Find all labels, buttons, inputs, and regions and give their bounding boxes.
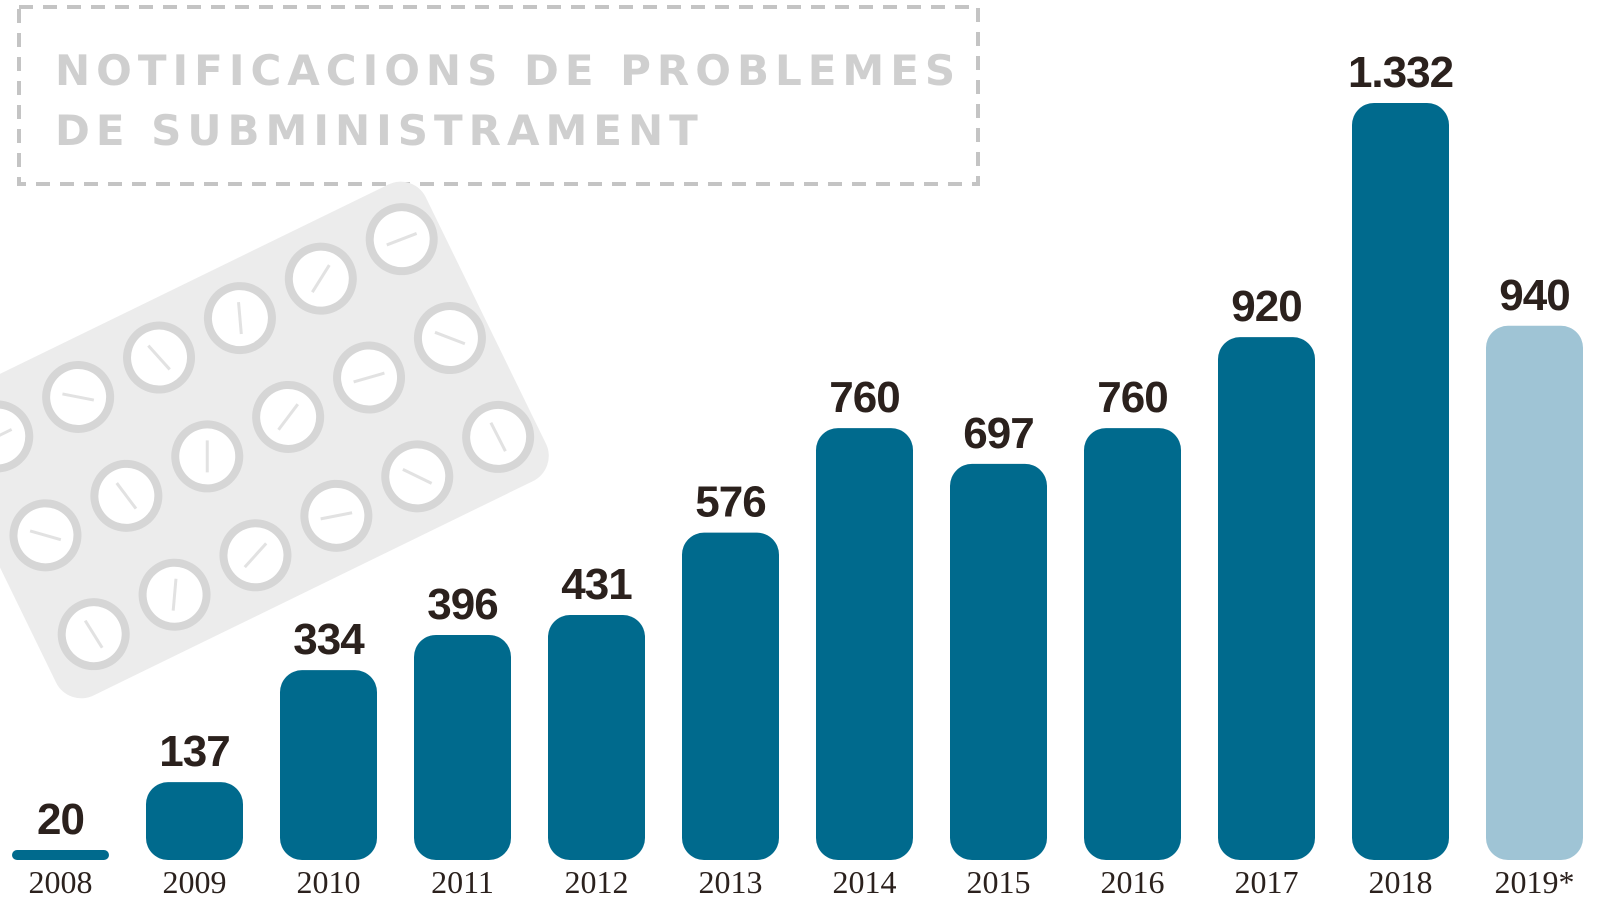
value-label-2018: 1.332: [1348, 48, 1453, 97]
category-label-2008: 2008: [29, 864, 93, 900]
pill-blister-illustration: [0, 181, 549, 699]
bars-layer: [12, 103, 1583, 861]
value-label-2012: 431: [561, 560, 632, 609]
category-label-2015: 2015: [967, 864, 1031, 900]
bar-2018: [1352, 103, 1449, 860]
pill-icon: [381, 440, 454, 513]
value-label-2011: 396: [427, 580, 497, 629]
pill-icon: [90, 459, 163, 532]
category-label-2018: 2018: [1369, 864, 1433, 900]
pill-icon: [284, 242, 357, 315]
value-labels-layer: 20 137 334 396 431 576 760 697 760 920 1.332 940: [37, 48, 1571, 844]
bar-2013: [682, 532, 779, 860]
category-label-2016: 2016: [1101, 864, 1165, 900]
bar-2015: [950, 463, 1047, 860]
title-box-border: [17, 5, 980, 186]
pill-icon: [0, 400, 34, 473]
pill-icon: [203, 282, 276, 355]
category-label-2014: 2014: [833, 864, 897, 900]
pill-icon: [9, 499, 82, 572]
bar-2009: [146, 782, 243, 860]
title-box: NOTIFICACIONS DE PROBLEMES DE SUBMINISTR…: [17, 5, 980, 186]
value-label-2015: 697: [963, 409, 1033, 458]
pill-icon: [42, 360, 115, 433]
pill-icon: [252, 380, 325, 453]
pill-icon: [365, 203, 438, 276]
bar-2019: [1486, 325, 1583, 861]
pill-icon: [171, 420, 244, 493]
chart-title-line-2: DE SUBMINISTRAMENT: [55, 106, 704, 155]
category-label-2019: 2019*: [1495, 864, 1575, 900]
value-label-2010: 334: [293, 615, 365, 664]
value-label-2019: 940: [1499, 271, 1569, 320]
value-label-2014: 760: [829, 373, 899, 422]
value-label-2009: 137: [159, 727, 229, 776]
blister-card: [0, 181, 549, 699]
value-label-2016: 760: [1097, 373, 1167, 422]
bar-2011: [414, 634, 511, 860]
category-label-2011: 2011: [431, 864, 494, 900]
bar-2010: [280, 670, 377, 860]
pill-icon: [219, 519, 292, 592]
pill-icon: [57, 598, 130, 671]
pill-icon: [138, 558, 211, 631]
pill-icon: [300, 479, 373, 552]
value-label-2008: 20: [37, 795, 84, 844]
bar-2012: [548, 615, 645, 860]
pill-icon: [333, 341, 406, 414]
category-label-2010: 2010: [297, 864, 361, 900]
category-label-2012: 2012: [565, 864, 629, 900]
pill-icon: [413, 302, 486, 375]
pill-icon: [462, 400, 535, 473]
category-label-2009: 2009: [163, 864, 227, 900]
pill-icon: [123, 321, 196, 394]
category-label-2017: 2017: [1235, 864, 1299, 900]
bar-2014: [816, 428, 913, 860]
value-label-2013: 576: [695, 478, 765, 527]
bar-2008: [12, 850, 109, 860]
value-label-2017: 920: [1231, 282, 1301, 331]
chart-title-line-1: NOTIFICACIONS DE PROBLEMES: [55, 46, 961, 95]
category-labels-layer: 2008 2009 2010 2011 2012 2013 2014 2015 2016 2017…: [29, 864, 1575, 900]
bar-2017: [1218, 337, 1315, 860]
bar-2016: [1084, 428, 1181, 860]
pill-grid: [0, 203, 535, 671]
category-label-2013: 2013: [699, 864, 763, 900]
